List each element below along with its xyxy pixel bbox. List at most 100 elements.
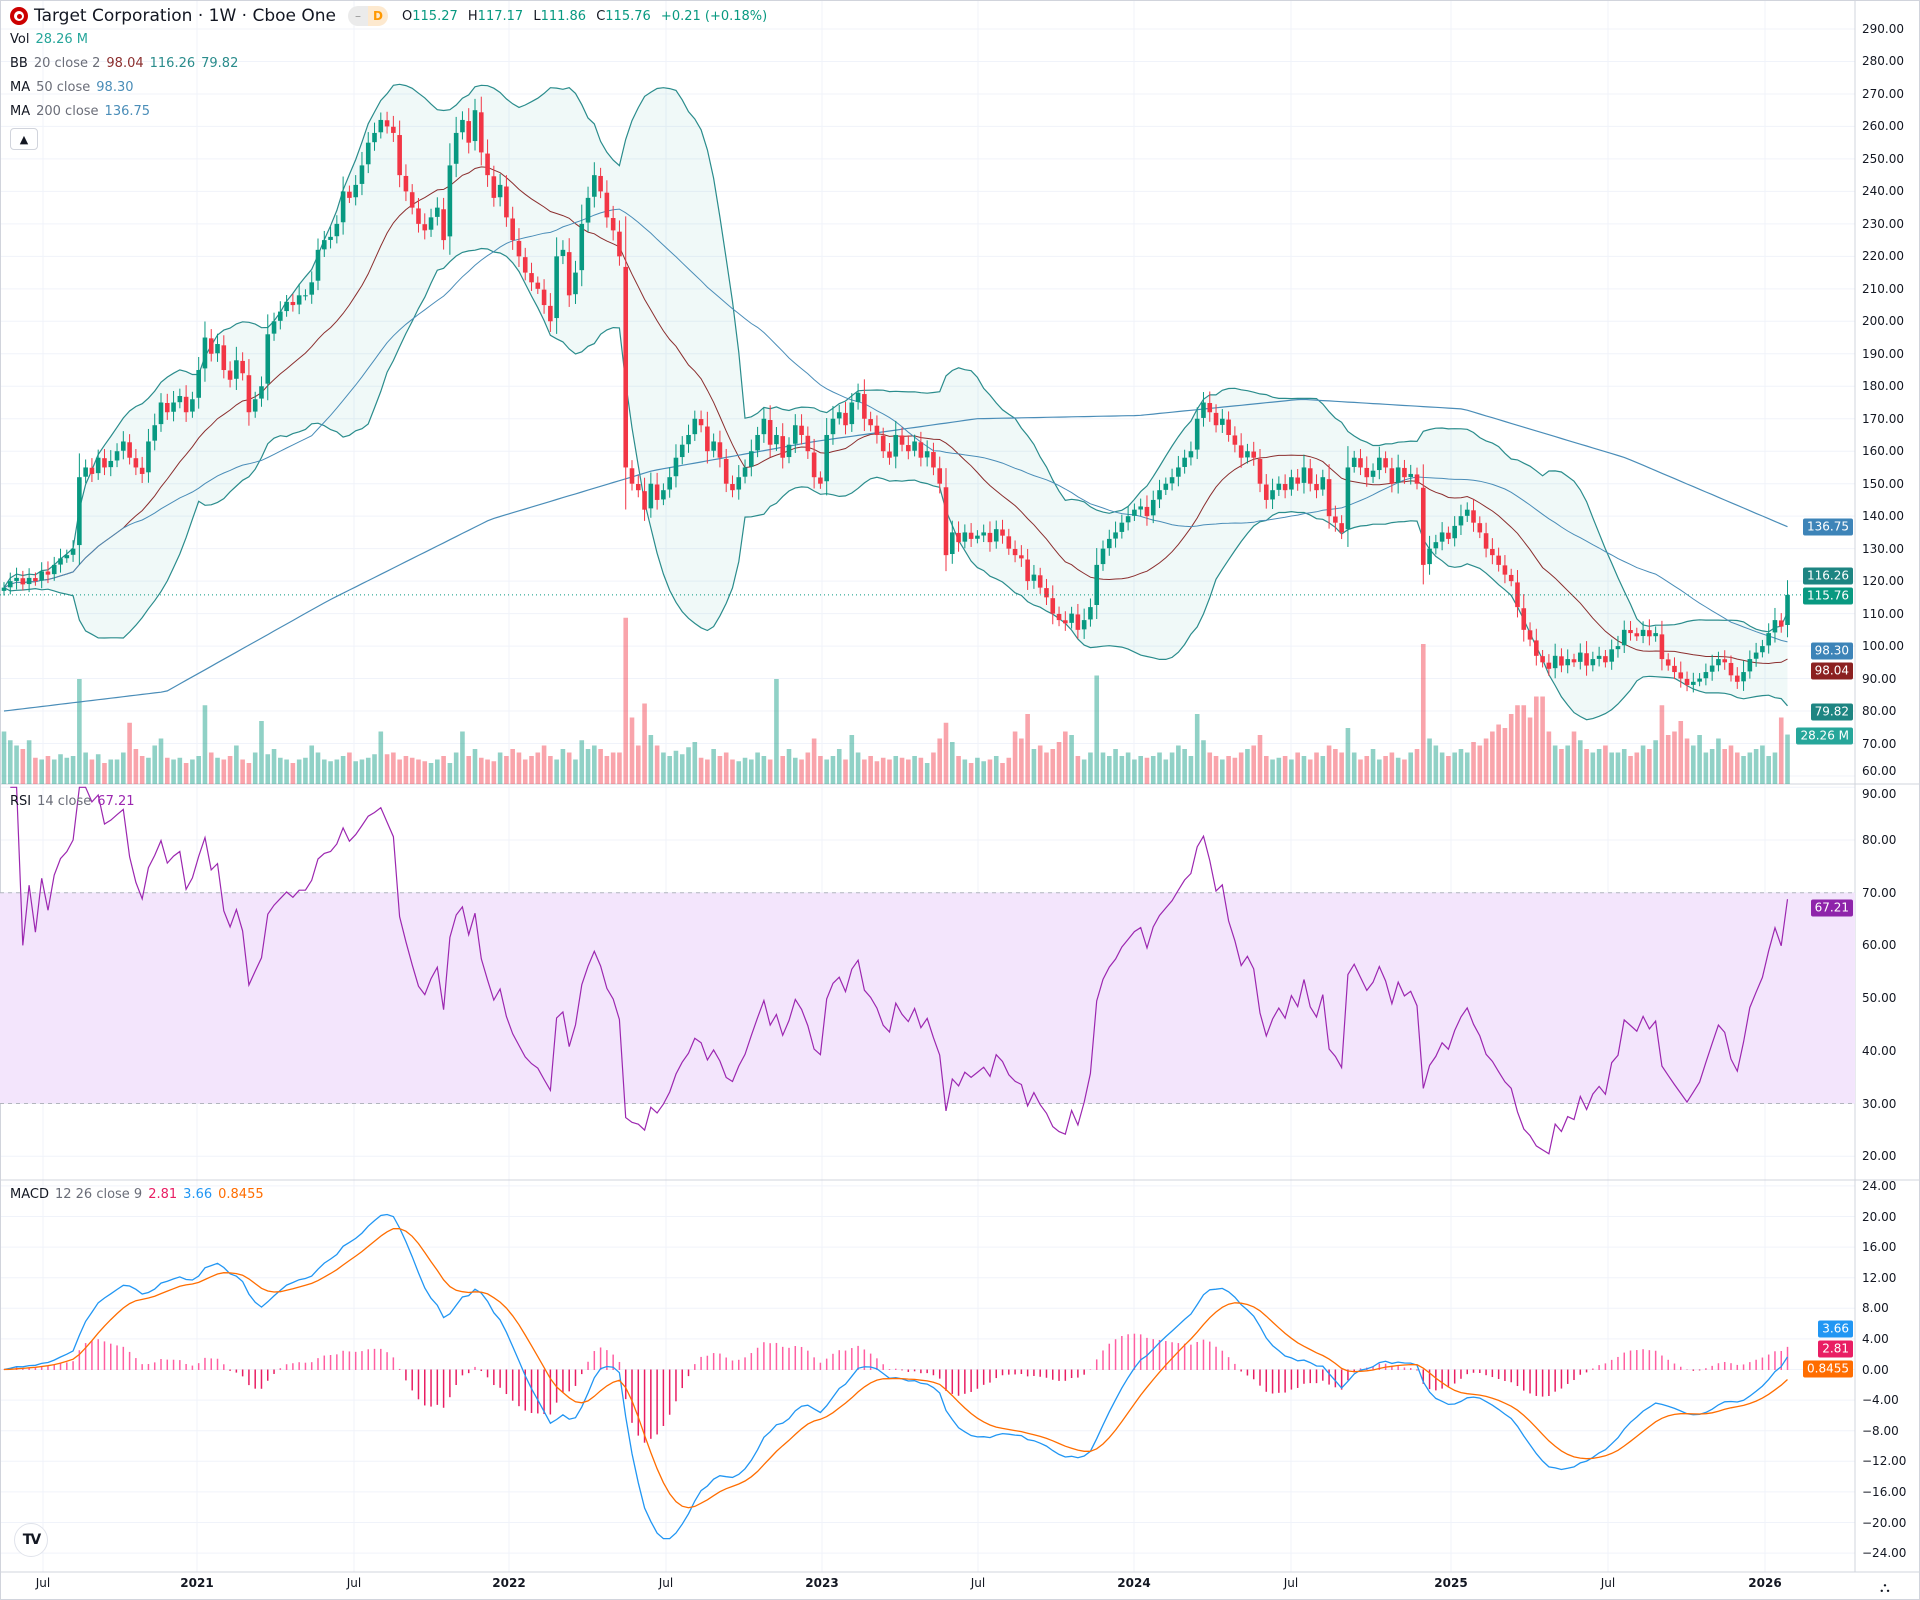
market-status-pill[interactable]: – D [348,6,389,26]
volume-bar [271,749,277,784]
candle-body [937,468,943,484]
candle-body [1194,418,1200,450]
candle-body [1000,529,1005,536]
volume-bar [1609,752,1614,784]
volume-bar [635,745,641,784]
candle-body [1213,412,1219,426]
ma50-params: 50 close [36,80,91,95]
tradingview-logo-icon[interactable]: TV [14,1523,48,1557]
candle-body [497,184,503,198]
volume-bar [1031,749,1037,784]
rsi-legend[interactable]: RSI 14 close 67.21 [10,794,135,809]
candle-body [1722,659,1728,663]
ma50-legend[interactable]: MA 50 close 98.30 [10,80,134,95]
candle-body [1119,522,1125,532]
candle-body [1100,548,1106,565]
price-tick: 290.00 [1862,22,1904,36]
bb-legend[interactable]: BB 20 close 2 98.04 116.26 79.82 [10,56,238,71]
price-tick: 240.00 [1862,184,1904,199]
time-tick: 2023 [805,1576,839,1590]
hist-badge: 2.81 [1818,1340,1853,1358]
candle-body [1753,652,1759,659]
symbol-title[interactable]: Target Corporation · 1W · Cboe One [34,6,337,26]
volume-bar [372,754,377,784]
rsi-tick: 50.00 [1862,991,1897,1006]
candle-body [830,418,836,435]
volume-bar [924,763,930,784]
candle-body [1420,487,1426,565]
candle-body [309,282,315,295]
volume-bar [1333,749,1338,784]
candle-body [761,418,767,435]
volume-bar [1722,749,1728,784]
candle-body [560,249,566,257]
candle-body [70,548,76,555]
price-tick: 270.00 [1862,86,1904,101]
volume-bar [152,745,158,784]
candle-body [1684,678,1690,686]
volume-bar [83,752,88,784]
candle-body [278,311,283,321]
volume-bar [548,756,553,784]
volume-bar [1477,745,1483,784]
volume-bar [661,752,666,784]
candle-body [1709,665,1715,672]
volume-bar [158,738,164,784]
candle-body [522,257,528,273]
volume-bar [1665,735,1671,784]
ma200-legend[interactable]: MA 200 close 136.75 [10,104,150,119]
bb-name: BB [10,56,28,71]
bb-lower-badge: 79.82 [1810,703,1853,721]
candle-body [372,132,377,143]
candle-body [1232,435,1238,445]
volume-bar [409,757,415,784]
candle-body [698,419,704,426]
volume-bar [830,756,836,784]
price-tick: 170.00 [1862,411,1904,426]
rsi-tick: 70.00 [1862,885,1897,900]
candle-body [548,305,553,322]
candle-body [1483,533,1489,549]
candle-body [1703,672,1709,679]
candle-body [893,434,899,457]
volume-bar [58,754,63,784]
candle-body [1747,659,1753,672]
close-value: 115.76 [605,8,651,24]
candle-body [435,207,440,217]
volume-bar [818,756,823,784]
settings-hexagon-icon[interactable]: ⛬ [1880,1580,1890,1596]
volume-bar [1226,756,1231,784]
volume-bar [1653,740,1658,784]
candle-body [899,435,905,445]
candle-body [1339,523,1344,533]
macd-legend[interactable]: MACD 12 26 close 9 2.81 3.66 0.8455 [10,1187,264,1202]
volume-bar [912,756,917,784]
candle-body [1621,629,1627,646]
price-tick: 250.00 [1862,151,1904,166]
macd-tick: −16.00 [1862,1484,1907,1499]
volume-bar [20,749,26,784]
volume-bar [114,759,120,784]
candle-body [1395,467,1401,483]
candle-body [108,460,114,468]
candle-body [598,175,603,192]
macd-signal-line [3,1227,1788,1509]
volume-legend[interactable]: Vol 28.26 M [10,32,88,47]
volume-bar [1132,759,1137,784]
volume-bar [956,756,961,784]
price-tick: 280.00 [1862,54,1904,69]
candle-body [95,457,101,474]
candle-body [453,132,459,164]
candle-body [1571,659,1577,663]
candle-body [1201,402,1206,418]
candle-body [1056,613,1062,621]
candle-body [1307,468,1313,484]
candle-body [1766,633,1771,646]
volume-bar [767,759,773,784]
collapse-legend-button[interactable]: ▲ [10,128,38,150]
candle-body [1351,457,1357,467]
volume-bar [1414,749,1420,784]
candle-body [1439,532,1445,542]
volume-bar [1734,752,1740,784]
